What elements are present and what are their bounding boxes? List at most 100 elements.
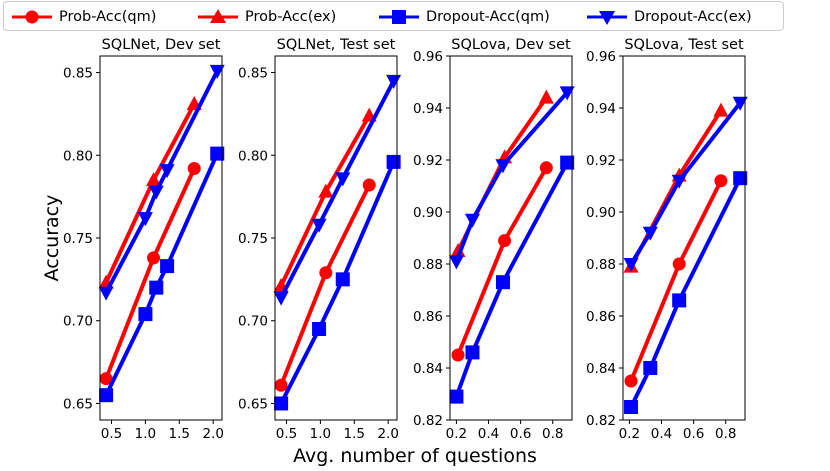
y-tick-label: 0.80 <box>238 148 268 164</box>
series-prob-acc-qm <box>624 174 728 388</box>
subplot-sqlnet-dev-set: SQLNet, Dev set 0.5 1.0 1.5 2.0 0.65 0.70 0.75 0… <box>63 37 225 442</box>
data-point-circle <box>319 266 333 280</box>
y-tick-label: 0.90 <box>586 205 616 221</box>
legend-label: Dropout-Acc(qm) <box>426 9 550 25</box>
y-tick-label: 0.65 <box>238 396 268 412</box>
data-point-triangle-down <box>273 291 289 306</box>
series-line <box>454 161 569 398</box>
x-tick-label: 0.6 <box>683 426 704 442</box>
y-tick-label: 0.92 <box>413 153 443 169</box>
data-point-triangle-down <box>335 172 351 187</box>
x-tick-label: 1.5 <box>169 426 190 442</box>
series-prob-acc-qm <box>99 162 201 386</box>
x-tick-label: 0.6 <box>510 426 531 442</box>
series-dropout-acc-ex <box>273 74 402 306</box>
data-point-square <box>560 155 575 170</box>
series-line <box>454 91 569 263</box>
data-point-square <box>138 307 153 322</box>
y-tick-label: 0.88 <box>413 257 443 273</box>
data-point-circle <box>99 372 113 386</box>
x-tick-label: 0.4 <box>651 426 672 442</box>
series-prob-acc-qm <box>274 178 376 392</box>
series-line <box>456 166 549 356</box>
x-tick-label: 1.0 <box>135 426 156 442</box>
y-tick-label: 0.86 <box>413 309 443 325</box>
y-tick-label: 0.80 <box>63 148 93 164</box>
legend-entry-prob-acc-ex: Prob-Acc(ex) <box>197 6 336 28</box>
legend-label: Prob-Acc(qm) <box>59 9 157 25</box>
plot-frame <box>449 55 573 421</box>
subplot-title: SQLova, Test set <box>624 37 744 53</box>
data-point-square <box>643 361 658 375</box>
x-tick-label: 0.2 <box>619 426 640 442</box>
data-point-triangle-down <box>642 226 658 241</box>
data-point-square <box>160 259 175 274</box>
data-point-circle <box>362 178 376 192</box>
data-point-triangle-down <box>495 159 511 174</box>
y-tick-label: 0.85 <box>63 66 93 82</box>
y-tick-label: 0.94 <box>586 101 616 117</box>
x-tick-label: 2.0 <box>202 426 223 442</box>
x-tick-label: 0.8 <box>715 426 736 442</box>
subplot-title: SQLova, Dev set <box>451 37 571 53</box>
legend-entry-dropout-acc-ex: Dropout-Acc(ex) <box>586 6 752 28</box>
data-point-triangle-down <box>148 185 164 200</box>
data-point-triangle-down <box>209 64 225 79</box>
subplot-title: SQLNet, Dev set <box>102 37 221 53</box>
subplot-sqlova-dev-set: SQLova, Dev set 0.2 0.4 0.6 0.8 0.82 0.84 0.86 0… <box>413 37 575 442</box>
data-point-triangle-down <box>159 164 175 179</box>
legend-triangle-up-marker-icon <box>198 9 238 23</box>
subplot-sqlnet-test-set: SQLNet, Test set 0.5 1.0 1.5 2.0 0.65 0.70 0.75… <box>238 37 402 442</box>
legend-label: Dropout-Acc(ex) <box>634 9 752 25</box>
data-point-triangle-up <box>450 243 466 257</box>
data-point-circle <box>274 378 288 392</box>
x-tick-label: 0.8 <box>542 426 563 442</box>
x-tick-label: 0.5 <box>276 426 297 442</box>
series-dropout-acc-qm <box>624 171 748 414</box>
data-point-square <box>99 388 114 403</box>
data-point-square <box>449 389 464 404</box>
data-point-triangle-down <box>732 96 748 111</box>
series-dropout-acc-qm <box>449 155 575 404</box>
y-tick-label: 0.70 <box>238 314 268 330</box>
series-dropout-acc-qm <box>274 154 401 411</box>
x-tick-label: 0.2 <box>446 426 467 442</box>
y-tick-label: 0.92 <box>586 153 616 169</box>
series-dropout-acc-ex <box>623 96 748 272</box>
series-dropout-acc-ex <box>448 86 575 270</box>
legend-triangle-down-marker-icon <box>587 11 627 25</box>
data-point-triangle-down <box>448 255 464 270</box>
x-tick-label: 0.5 <box>101 426 122 442</box>
series-line <box>104 152 220 397</box>
data-point-triangle-up <box>713 102 729 117</box>
series-line <box>104 167 197 380</box>
data-point-triangle-down <box>137 212 153 227</box>
x-tick-label: 2.0 <box>377 426 398 442</box>
data-point-circle <box>147 251 161 265</box>
y-tick-label: 0.90 <box>413 205 443 221</box>
series-line <box>629 179 723 382</box>
series-prob-acc-qm <box>451 161 553 362</box>
data-point-square <box>210 146 225 161</box>
x-tick-label: 1.5 <box>344 426 365 442</box>
data-point-square <box>733 171 748 186</box>
legend-square-marker-icon <box>379 10 419 24</box>
legend-entry-dropout-acc-qm: Dropout-Acc(qm) <box>378 6 550 28</box>
subplot-title: SQLNet, Test set <box>277 37 396 53</box>
y-tick-label: 0.75 <box>238 231 268 247</box>
y-tick-label: 0.82 <box>586 413 616 429</box>
series-line <box>279 114 371 287</box>
series-line <box>629 177 742 408</box>
plot-frame <box>274 55 398 421</box>
x-tick-label: 1.0 <box>310 426 331 442</box>
legend-label: Prob-Acc(ex) <box>245 9 337 25</box>
legend-circle-marker-icon <box>12 10 52 24</box>
y-tick-label: 0.94 <box>413 101 443 117</box>
series-dropout-acc-ex <box>98 64 225 301</box>
y-tick-label: 0.75 <box>63 231 93 247</box>
data-point-triangle-down <box>311 218 327 233</box>
subplot-sqlova-test-set: SQLova, Test set 0.2 0.4 0.6 0.8 0.82 0.84 0.86… <box>586 37 748 442</box>
series-dropout-acc-qm <box>99 146 225 403</box>
y-tick-label: 0.86 <box>586 309 616 325</box>
